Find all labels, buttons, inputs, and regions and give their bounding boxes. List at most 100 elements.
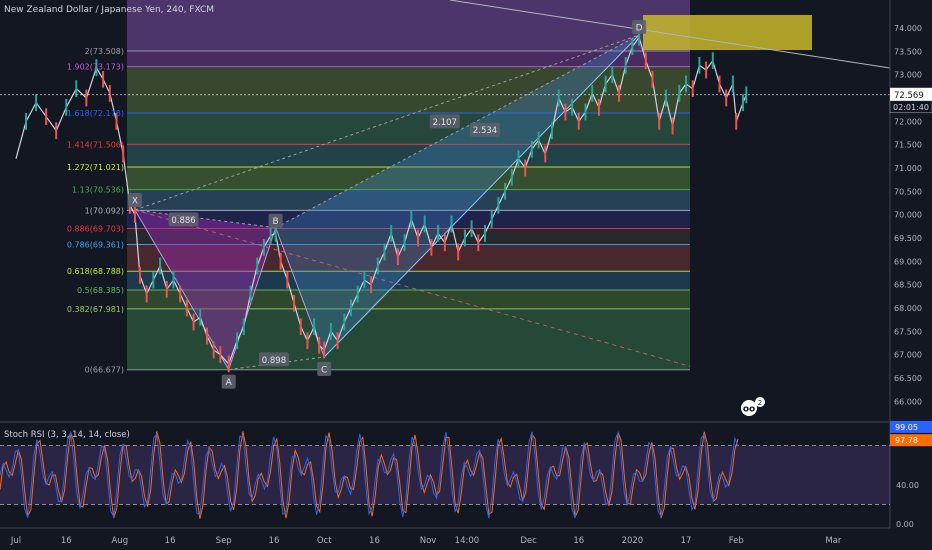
time-tick-label: Feb <box>729 536 744 546</box>
time-tick-label: Mar <box>825 536 842 546</box>
pattern-ratio-badge <box>168 212 199 227</box>
time-tick-label: 16 <box>61 536 72 546</box>
tv-logo-icon <box>741 400 757 416</box>
pattern-ratio-badge <box>470 122 500 137</box>
fib-level-label: 0.618(68.788) <box>67 267 124 276</box>
price-tick-label: 67.000 <box>894 351 922 360</box>
stoch-tick-label: 0.00 <box>896 520 914 529</box>
tv-count: 2 <box>758 399 762 407</box>
pattern-point-badge <box>221 374 236 389</box>
leg-cd <box>323 34 640 358</box>
stoch-rsi-pane: 40.00 0.00 99.05 97.78 <box>0 420 932 529</box>
tv-count-bubble <box>755 397 765 407</box>
pattern-point-badge <box>317 362 332 376</box>
ratio-bd <box>275 34 640 229</box>
price-axis[interactable]: 66.000 66.500 67.000 67.500 68.000 68.500 69.0… <box>889 0 932 550</box>
price-tick-label: 69.500 <box>894 234 922 243</box>
fib-zone <box>127 113 690 145</box>
chart-title: New Zealand Dollar / Japanese Yen, 240, … <box>4 5 214 15</box>
fib-level-label: 0.382(67.981) <box>67 305 124 314</box>
fib-zone <box>127 167 690 190</box>
stoch-k-badge <box>890 420 932 433</box>
price-series <box>0 28 890 373</box>
pattern-ratio-label: 0.886 <box>171 216 195 226</box>
fib-zone <box>127 66 690 114</box>
pattern-bcd-fill <box>275 35 640 357</box>
pattern-ratio-label: 2.534 <box>473 126 497 136</box>
fib-zone <box>127 244 690 272</box>
pattern-point-label: D <box>636 24 643 34</box>
pattern-xab-fill <box>134 210 276 370</box>
trendlines <box>134 0 891 367</box>
fib-level-labels: 2(73.508) 1.902(73.173) 1.618(72.178) 1.414… <box>67 47 124 375</box>
fib-level-label: 0.5(68.385) <box>77 286 124 295</box>
fib-zones <box>127 0 812 371</box>
price-tick-label: 68.500 <box>894 281 922 290</box>
stoch-d-value: 97.78 <box>895 436 918 445</box>
fib-zone <box>127 210 690 229</box>
stoch-k-value: 99.05 <box>895 423 918 432</box>
pattern-point-label: X <box>132 197 138 207</box>
time-tick-label: Oct <box>317 536 332 546</box>
time-tick-label: Aug <box>112 536 129 546</box>
fib-zone <box>127 144 690 168</box>
stoch-tick-label: 40.00 <box>896 481 919 490</box>
last-price-label: 72.569 <box>894 91 924 101</box>
price-tick-label: 71.000 <box>894 164 922 173</box>
stoch-k-line <box>0 430 739 519</box>
price-tick-label: 70.000 <box>894 211 922 220</box>
stoch-rsi-label: Stoch RSI (3, 3, 14, 14, close) <box>4 430 130 440</box>
price-tick-label: 71.500 <box>894 141 922 150</box>
price-tick-label: 73.500 <box>894 47 922 56</box>
fib-level-label: 0.886(69.703) <box>67 225 124 234</box>
price-tick-label: 70.500 <box>894 187 922 196</box>
fib-level-label: 0(66.677) <box>85 366 124 375</box>
price-tick-label: 72.000 <box>894 117 922 126</box>
tradingview-badge[interactable]: oo 2 <box>741 397 765 416</box>
time-tick-label: 16 <box>369 536 380 546</box>
time-tick-label: Jul <box>10 536 21 546</box>
price-tick-label: 66.500 <box>894 374 922 383</box>
pattern-point-label: A <box>226 378 233 388</box>
time-tick-label: 2020 <box>622 536 644 546</box>
ratio-xd <box>134 34 640 211</box>
last-price-badge <box>890 87 932 101</box>
countdown-label: 02:01:40 <box>893 103 929 112</box>
trendline-upper <box>449 0 891 69</box>
fib-zone <box>127 290 690 309</box>
price-tick-label: 68.000 <box>894 304 922 313</box>
price-tick-label: 66.000 <box>894 397 922 406</box>
trendline-dashed <box>134 209 691 367</box>
time-tick-label: 16 <box>573 536 584 546</box>
pattern-point-labels: X A B C D 0.886 0.898 2.107 2.534 <box>127 20 647 389</box>
fib-level-label: 1(70.092) <box>85 206 124 215</box>
pattern-ratio-label: 0.898 <box>262 356 286 366</box>
time-tick-label: 16 <box>269 536 280 546</box>
fib-level-label: 1.414(71.506) <box>67 140 124 149</box>
pattern-point-badge <box>127 193 142 207</box>
price-tick-label: 73.000 <box>894 71 922 80</box>
price-tick-label: 67.500 <box>894 327 922 336</box>
fib-level-label: 1.618(72.178) <box>67 109 124 118</box>
price-axis-bg <box>890 0 932 550</box>
time-tick-label: Nov <box>420 536 437 546</box>
tv-logo-glyph: oo <box>743 405 755 415</box>
d-completion-zone <box>643 15 812 50</box>
fib-zone <box>127 271 690 291</box>
fib-level-label: 1.902(73.173) <box>67 63 124 72</box>
pattern-point-badge <box>268 213 283 228</box>
pattern-point-badge <box>632 20 647 34</box>
fib-zone <box>127 189 690 211</box>
time-tick-label: Sep <box>216 536 232 546</box>
time-tick-label: Dec <box>520 536 537 546</box>
fib-level-label: 0.786(69.361) <box>67 240 124 249</box>
time-axis[interactable]: Jul 16 Aug 16 Sep 16 Oct 16 Nov 14:00 Dec 16 2020 17 F… <box>0 527 890 546</box>
fib-zone <box>127 50 690 67</box>
pattern-ratio-badge <box>429 114 460 129</box>
price-line <box>15 35 747 366</box>
pattern-point-label: C <box>321 366 327 376</box>
time-tick-label: 16 <box>165 536 176 546</box>
pattern-point-label: B <box>273 217 279 227</box>
